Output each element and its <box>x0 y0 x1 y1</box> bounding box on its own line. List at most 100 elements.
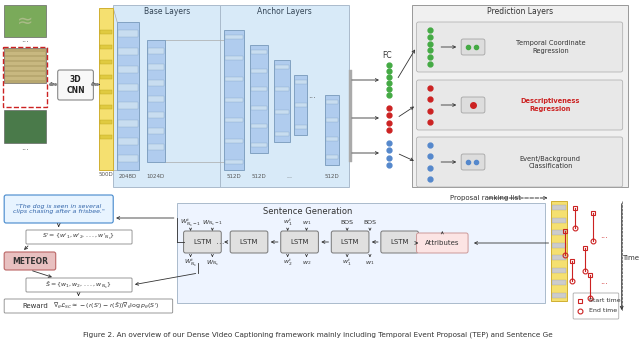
Text: $w_1$: $w_1$ <box>365 259 374 267</box>
FancyBboxPatch shape <box>461 97 485 113</box>
FancyBboxPatch shape <box>100 135 112 139</box>
FancyBboxPatch shape <box>551 201 567 301</box>
Text: 512D: 512D <box>227 175 241 179</box>
Text: METEOR: METEOR <box>12 256 48 266</box>
Text: Sentence Generation: Sentence Generation <box>263 207 352 216</box>
Text: 512D: 512D <box>252 175 266 179</box>
FancyBboxPatch shape <box>220 5 349 187</box>
FancyBboxPatch shape <box>251 124 267 129</box>
Text: LSTM: LSTM <box>240 239 259 245</box>
Text: 1024D: 1024D <box>147 175 165 179</box>
Text: $W^t_{N_s-1}$: $W^t_{N_s-1}$ <box>180 218 201 228</box>
FancyBboxPatch shape <box>552 205 566 210</box>
FancyBboxPatch shape <box>26 278 132 292</box>
Text: ...: ... <box>21 35 29 44</box>
FancyBboxPatch shape <box>417 80 623 130</box>
FancyBboxPatch shape <box>4 110 46 143</box>
FancyBboxPatch shape <box>326 118 338 122</box>
FancyBboxPatch shape <box>461 154 485 170</box>
FancyBboxPatch shape <box>5 67 45 70</box>
FancyBboxPatch shape <box>552 230 566 235</box>
Text: Anchor Layers: Anchor Layers <box>257 8 312 16</box>
Text: ...: ... <box>216 237 225 247</box>
Text: BOS: BOS <box>340 221 354 225</box>
FancyBboxPatch shape <box>250 45 268 153</box>
FancyBboxPatch shape <box>349 70 352 162</box>
FancyBboxPatch shape <box>275 132 289 136</box>
Text: End time: End time <box>589 309 617 313</box>
FancyBboxPatch shape <box>251 50 267 54</box>
FancyBboxPatch shape <box>148 144 164 150</box>
FancyBboxPatch shape <box>225 139 243 143</box>
FancyBboxPatch shape <box>117 22 139 170</box>
Text: Prediction Layers: Prediction Layers <box>486 8 553 16</box>
Text: $w^t_1$: $w^t_1$ <box>283 218 292 228</box>
Text: Start time: Start time <box>589 298 621 303</box>
FancyBboxPatch shape <box>573 293 619 319</box>
FancyBboxPatch shape <box>461 39 485 55</box>
FancyBboxPatch shape <box>332 231 369 253</box>
FancyBboxPatch shape <box>148 80 164 86</box>
Text: ...: ... <box>600 277 608 285</box>
Text: $w_1$: $w_1$ <box>301 219 311 227</box>
FancyBboxPatch shape <box>251 143 267 147</box>
FancyBboxPatch shape <box>5 52 45 55</box>
FancyBboxPatch shape <box>4 299 173 313</box>
FancyBboxPatch shape <box>4 5 46 37</box>
FancyBboxPatch shape <box>177 203 545 303</box>
FancyBboxPatch shape <box>294 75 307 135</box>
Text: Figure 2. An overview of our Dense Video Captioning framework mainly including T: Figure 2. An overview of our Dense Video… <box>83 332 552 338</box>
FancyBboxPatch shape <box>118 84 138 91</box>
FancyBboxPatch shape <box>100 45 112 49</box>
FancyBboxPatch shape <box>5 77 45 80</box>
FancyBboxPatch shape <box>552 243 566 248</box>
Text: FC: FC <box>382 50 392 59</box>
Text: 3D
CNN: 3D CNN <box>66 75 85 95</box>
FancyBboxPatch shape <box>251 69 267 73</box>
FancyBboxPatch shape <box>5 62 45 65</box>
FancyBboxPatch shape <box>274 60 290 142</box>
Text: $w^t_2$: $w^t_2$ <box>283 258 292 268</box>
FancyBboxPatch shape <box>275 65 289 69</box>
Text: $w_2$: $w_2$ <box>302 259 311 267</box>
Text: LSTM: LSTM <box>390 239 409 245</box>
FancyBboxPatch shape <box>118 138 138 145</box>
Text: ...: ... <box>600 231 608 239</box>
FancyBboxPatch shape <box>326 137 338 141</box>
FancyBboxPatch shape <box>552 293 566 298</box>
FancyBboxPatch shape <box>118 30 138 37</box>
Text: ...: ... <box>308 90 316 100</box>
FancyBboxPatch shape <box>4 195 113 223</box>
FancyBboxPatch shape <box>99 8 113 170</box>
Text: Time: Time <box>622 255 639 261</box>
FancyBboxPatch shape <box>100 90 112 94</box>
FancyBboxPatch shape <box>417 233 468 253</box>
FancyBboxPatch shape <box>275 87 289 91</box>
FancyBboxPatch shape <box>118 102 138 109</box>
FancyBboxPatch shape <box>294 103 307 106</box>
FancyBboxPatch shape <box>100 105 112 109</box>
FancyBboxPatch shape <box>326 155 338 159</box>
FancyBboxPatch shape <box>552 280 566 285</box>
FancyBboxPatch shape <box>148 128 164 134</box>
Text: 512D: 512D <box>325 175 340 179</box>
FancyBboxPatch shape <box>100 60 112 64</box>
FancyBboxPatch shape <box>148 64 164 70</box>
Text: $W^t_{N_s}$: $W^t_{N_s}$ <box>184 257 197 268</box>
Text: 500D: 500D <box>99 173 114 178</box>
FancyBboxPatch shape <box>275 110 289 114</box>
FancyBboxPatch shape <box>251 106 267 110</box>
Text: $W_{N_s-1}$: $W_{N_s-1}$ <box>202 218 223 228</box>
FancyBboxPatch shape <box>184 231 221 253</box>
FancyBboxPatch shape <box>5 72 45 75</box>
FancyBboxPatch shape <box>294 80 307 84</box>
FancyBboxPatch shape <box>294 125 307 129</box>
FancyBboxPatch shape <box>225 77 243 81</box>
FancyBboxPatch shape <box>118 155 138 162</box>
FancyBboxPatch shape <box>58 70 93 100</box>
FancyBboxPatch shape <box>417 137 623 187</box>
FancyBboxPatch shape <box>552 268 566 273</box>
Text: "The dog is seen in several
clips chasing after a frisbee.": "The dog is seen in several clips chasin… <box>13 204 104 214</box>
FancyBboxPatch shape <box>118 66 138 73</box>
Text: Attributes: Attributes <box>425 240 460 246</box>
